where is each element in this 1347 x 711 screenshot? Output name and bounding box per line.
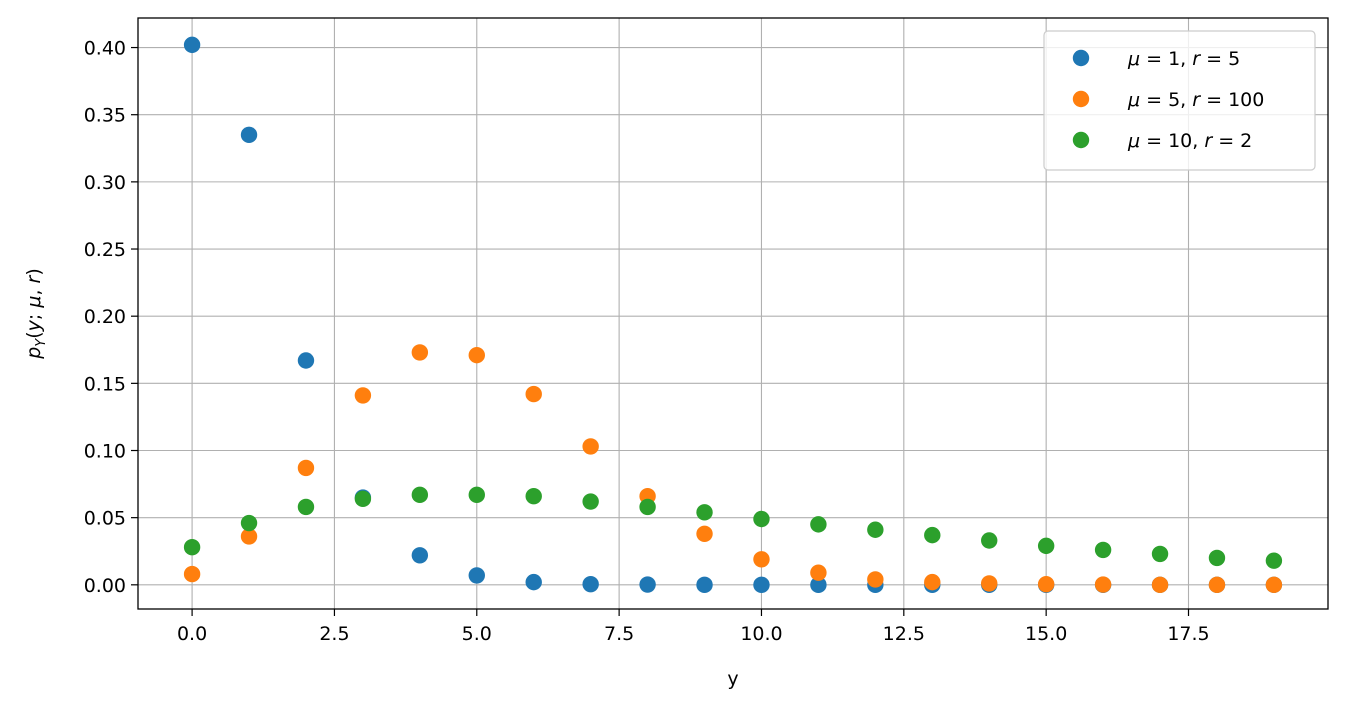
data-point (297, 459, 315, 477)
data-point (240, 126, 258, 144)
data-point (354, 490, 372, 508)
data-point (354, 387, 372, 404)
legend-marker (1072, 90, 1090, 108)
data-points (183, 36, 1283, 594)
data-point (240, 514, 258, 532)
data-point (753, 510, 770, 528)
legend-label: μ = 1, r = 5 (1127, 48, 1240, 70)
x-tick-label: 5.0 (462, 623, 492, 645)
data-point (525, 385, 542, 403)
data-point (981, 532, 998, 549)
y-tick-label: 0.30 (84, 172, 126, 194)
data-point (924, 526, 941, 544)
data-point (183, 565, 201, 583)
data-point (1265, 552, 1283, 569)
y-tick-label: 0.05 (84, 508, 126, 530)
x-axis-label: y (727, 668, 738, 690)
data-point (1265, 576, 1283, 594)
data-point (525, 487, 542, 505)
legend-label: μ = 5, r = 100 (1127, 89, 1264, 111)
data-point (696, 576, 713, 594)
data-point (696, 525, 713, 542)
data-point (1151, 545, 1169, 563)
data-point (1151, 576, 1169, 594)
y-tick-label: 0.35 (84, 105, 126, 127)
data-point (297, 498, 315, 516)
data-point (810, 564, 827, 581)
y-tick-label: 0.40 (84, 38, 126, 60)
data-point (1094, 576, 1112, 593)
y-tick-label: 0.00 (84, 575, 126, 597)
data-point (411, 547, 429, 564)
data-point (582, 493, 599, 510)
legend-label: μ = 10, r = 2 (1127, 130, 1252, 152)
data-point (867, 521, 884, 538)
x-tick-label: 10.0 (740, 623, 782, 645)
plot-area-frame (137, 17, 1329, 610)
data-point (696, 504, 713, 521)
data-point (240, 528, 258, 545)
data-point (753, 576, 770, 594)
data-point (639, 576, 656, 593)
data-point (1208, 549, 1226, 567)
y-axis-ticks: 0.00 0.05 0.10 0.15 0.20 0.25 0.30 0.35 0.40 (84, 38, 138, 597)
series-3 (183, 486, 1283, 569)
legend: μ = 1, r = 5 μ = 5, r = 100 μ = 10, r = 2 (1043, 30, 1316, 171)
data-point (1037, 575, 1055, 593)
data-point (468, 486, 485, 504)
legend-box (1043, 30, 1316, 171)
data-point (183, 36, 201, 54)
y-tick-label: 0.15 (84, 373, 126, 395)
data-point (183, 539, 201, 556)
x-tick-label: 7.5 (604, 623, 634, 645)
data-point (753, 551, 770, 568)
y-tick-label: 0.25 (84, 239, 126, 261)
legend-marker (1072, 131, 1090, 149)
x-tick-label: 17.5 (1167, 623, 1209, 645)
data-point (639, 498, 656, 516)
data-point (867, 571, 884, 588)
x-tick-label: 2.5 (319, 623, 349, 645)
data-point (468, 346, 485, 364)
y-axis-label: pY(y; μ, r) (23, 268, 49, 360)
data-point (810, 516, 827, 533)
data-point (411, 344, 429, 361)
data-point (810, 576, 827, 594)
data-point (981, 575, 998, 592)
y-tick-label: 0.20 (84, 306, 126, 328)
data-point (297, 352, 315, 369)
data-point (582, 575, 599, 593)
data-point (411, 486, 429, 504)
data-point (582, 438, 599, 455)
x-tick-label: 15.0 (1025, 623, 1067, 645)
x-tick-label: 12.5 (883, 623, 925, 645)
x-tick-label: 0.0 (177, 623, 207, 645)
data-point (1037, 537, 1055, 555)
legend-marker (1072, 49, 1090, 67)
data-point (924, 573, 941, 591)
x-axis-ticks: 0.0 2.5 5.0 7.5 10.0 12.5 15.0 17.5 (177, 609, 1210, 645)
data-point (1094, 541, 1112, 559)
data-point (1208, 576, 1226, 594)
data-point (468, 567, 485, 584)
data-point (525, 573, 542, 591)
y-tick-label: 0.10 (84, 441, 126, 463)
